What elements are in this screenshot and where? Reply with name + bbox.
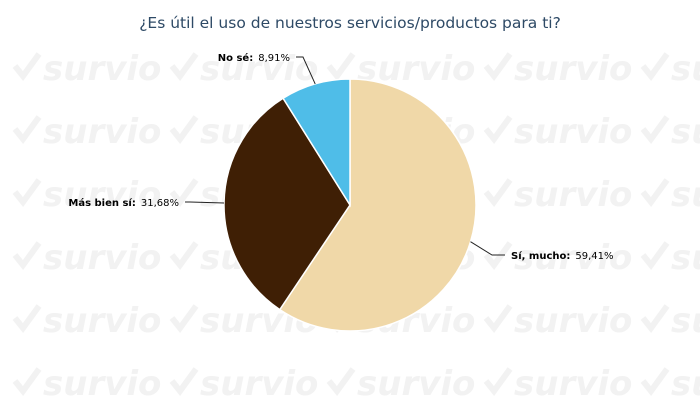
watermark-check-icon [12, 241, 42, 270]
data-label-name: Sí, mucho: [511, 250, 570, 262]
watermark-check-icon [640, 52, 670, 81]
watermark-check-icon [169, 367, 199, 396]
watermark-text: survio [671, 364, 700, 400]
watermark-tile: survio [483, 175, 632, 215]
watermark-tile: survio [640, 49, 700, 89]
watermark-check-icon [169, 178, 199, 207]
watermark-check-icon [483, 241, 513, 270]
watermark-check-icon [326, 52, 356, 81]
watermark-check-icon [640, 241, 670, 270]
watermark-tile: survio [640, 301, 700, 341]
data-label-value: 31,68% [141, 198, 179, 209]
watermark-text: survio [671, 49, 700, 89]
watermark-text: survio [43, 364, 161, 400]
watermark-text: survio [514, 301, 632, 341]
watermark-check-icon [169, 52, 199, 81]
data-label-value: 8,91% [258, 53, 290, 64]
watermark-tile: survio [12, 112, 161, 152]
watermark-check-icon [640, 178, 670, 207]
watermark-tile: survio [169, 49, 318, 89]
watermark-tile: survio [483, 301, 632, 341]
watermark-text: survio [514, 175, 632, 215]
watermark-text: survio [671, 301, 700, 341]
watermark-tile: survio [12, 301, 161, 341]
watermark-text: survio [43, 175, 161, 215]
watermark-text: survio [200, 49, 318, 89]
watermark-text: survio [514, 364, 632, 400]
watermark-check-icon [169, 304, 199, 333]
watermark-text: survio [43, 238, 161, 278]
watermark-text: survio [200, 364, 318, 400]
watermark-check-icon [483, 52, 513, 81]
watermark-check-icon [12, 367, 42, 396]
watermark-tile: survio [12, 175, 161, 215]
watermark-text: survio [514, 112, 632, 152]
watermark-tile: survio [640, 238, 700, 278]
watermark-text: survio [43, 112, 161, 152]
pie-slice [278, 78, 477, 332]
data-label-value: 59,41% [575, 251, 613, 262]
watermark-check-icon [12, 52, 42, 81]
watermark-check-icon [640, 304, 670, 333]
watermark-tile: survio [12, 49, 161, 89]
chart-title: ¿Es útil el uso de nuestros servicios/pr… [139, 14, 561, 32]
watermark-check-icon [12, 304, 42, 333]
watermark-check-icon [483, 115, 513, 144]
watermark-text: survio [514, 49, 632, 89]
watermark-tile: survio [640, 175, 700, 215]
watermark-check-icon [326, 367, 356, 396]
watermark-check-icon [640, 367, 670, 396]
leader-line [185, 201, 225, 204]
watermark-tile: survio [483, 238, 632, 278]
watermark-tile: survio [169, 364, 318, 400]
watermark-text: survio [514, 238, 632, 278]
watermark-check-icon [640, 115, 670, 144]
data-label: No sé: 8,91% [218, 52, 290, 64]
watermark-text: survio [671, 238, 700, 278]
watermark-text: survio [43, 49, 161, 89]
watermark-tile: survio [483, 112, 632, 152]
pie-slice [223, 97, 351, 311]
watermark-check-icon [12, 178, 42, 207]
watermark-tile: survio [483, 364, 632, 400]
watermark-tile: survio [640, 112, 700, 152]
watermark-tile: survio [12, 364, 161, 400]
watermark-check-icon [483, 367, 513, 396]
leader-line [296, 56, 316, 85]
watermark-text: survio [671, 175, 700, 215]
watermark-text: survio [43, 301, 161, 341]
watermark-text: survio [357, 364, 475, 400]
watermark-tile: survio [12, 238, 161, 278]
watermark-tile: survio [640, 364, 700, 400]
watermark-check-icon [483, 304, 513, 333]
data-label-name: No sé: [218, 52, 253, 64]
watermark-tile: survio [326, 364, 475, 400]
watermark-check-icon [12, 115, 42, 144]
data-label: Sí, mucho: 59,41% [511, 250, 614, 262]
data-label-name: Más bien sí: [68, 197, 135, 209]
watermark-check-icon [483, 178, 513, 207]
watermark-tile: survio [483, 49, 632, 89]
watermark-check-icon [169, 241, 199, 270]
data-label: Más bien sí: 31,68% [68, 197, 179, 209]
watermark-text: survio [671, 112, 700, 152]
leader-line [470, 241, 505, 256]
watermark-check-icon [169, 115, 199, 144]
